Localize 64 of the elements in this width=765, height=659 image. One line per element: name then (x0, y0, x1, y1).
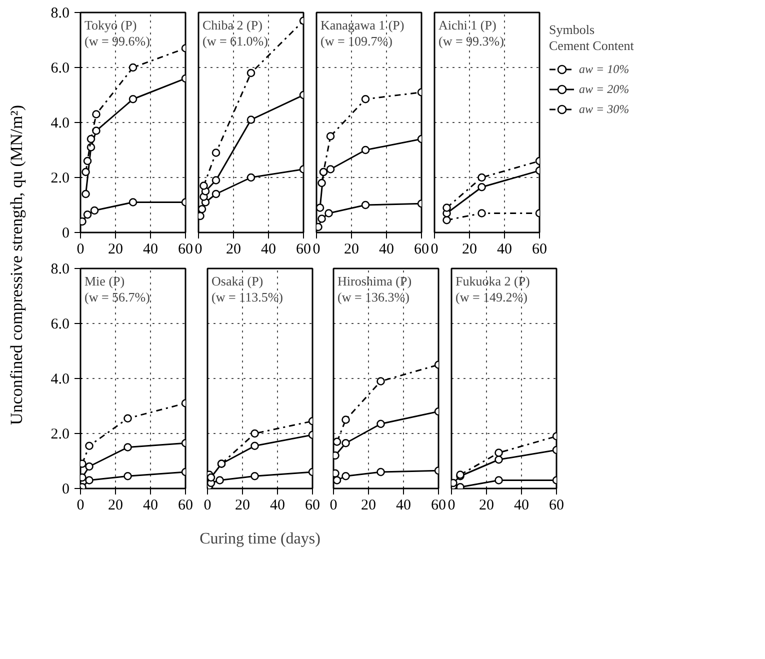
x-tick-label: 60 (431, 498, 446, 514)
x-tick-label: 60 (178, 242, 193, 258)
x-tick-label: 40 (270, 498, 285, 514)
chart-title: Hiroshima (P) (338, 274, 412, 288)
x-tick-label: 0 (448, 498, 456, 514)
x-tick-label: 20 (462, 242, 477, 258)
x-tick-label: 20 (108, 498, 123, 514)
x-tick-label: 0 (330, 498, 338, 514)
x-tick-label: 60 (414, 242, 429, 258)
x-tick-label: 60 (549, 498, 564, 514)
chart-title: Fukuoka 2 (P) (456, 274, 530, 288)
x-tick-label: 40 (379, 242, 394, 258)
x-tick-label: 60 (296, 242, 311, 258)
x-tick-label: 40 (497, 242, 512, 258)
chart-title: Mie (P) (84, 274, 125, 288)
text: (w = 99.6%) (84, 34, 150, 48)
x-tick-label: 40 (514, 498, 529, 514)
y-tick-label: 6.0 (50, 316, 70, 332)
x-tick-label: 60 (532, 242, 547, 258)
text: (w = 61.0%) (202, 34, 268, 48)
y-tick-label: 6.0 (50, 60, 70, 76)
text: (w = 99.3%) (438, 34, 504, 48)
x-tick-label: 0 (194, 242, 202, 258)
chart-title: Aichi 1 (P) (438, 18, 496, 32)
x-tick-label: 20 (226, 242, 241, 258)
x-tick-label: 0 (204, 498, 212, 514)
x-tick-label: 20 (344, 242, 359, 258)
x-tick-label: 20 (235, 498, 250, 514)
y-tick-label: 8.0 (50, 262, 70, 278)
x-axis-title: Curing time (days) (200, 530, 320, 548)
y-tick-label: 4.0 (50, 372, 70, 388)
x-tick-label: 60 (305, 498, 320, 514)
y-tick-label: 4.0 (50, 116, 70, 132)
x-tick-label: 20 (108, 242, 123, 258)
legend-title: Symbols Cement Content (549, 22, 634, 54)
y-tick-label: 2.0 (50, 426, 70, 442)
chart-title: Osaka (P) (212, 274, 264, 288)
text: (w = 113.5%) (212, 290, 283, 304)
text: (w = 109.7%) (320, 34, 392, 48)
y-tick-label: 8.0 (50, 6, 70, 22)
chart-title: Tokyo (P) (84, 18, 137, 32)
x-tick-label: 0 (312, 242, 320, 258)
y-tick-label: 2.0 (50, 170, 70, 186)
y-tick-label: 0 (62, 226, 70, 242)
x-tick-label: 40 (396, 498, 411, 514)
y-tick-label: 0 (62, 482, 70, 498)
y-axis-title: Unconfined compressive strength, qu (MN/m²) (6, 105, 27, 426)
legend-label: aw = 30% (579, 102, 630, 116)
text: (w = 136.3%) (338, 290, 410, 304)
legend-label: aw = 10% (579, 62, 630, 76)
x-tick-label: 40 (143, 242, 158, 258)
chart-title: Chiba 2 (P) (202, 18, 262, 32)
x-tick-label: 40 (261, 242, 276, 258)
text: (w = 149.2%) (456, 290, 528, 304)
x-tick-label: 0 (76, 498, 84, 514)
text: (w = 56.7%) (84, 290, 150, 304)
x-tick-label: 20 (479, 498, 494, 514)
x-tick-label: 40 (143, 498, 158, 514)
x-tick-label: 20 (361, 498, 376, 514)
chart-title: Kanagawa 1 (P) (320, 18, 404, 32)
x-tick-label: 0 (430, 242, 438, 258)
legend-label: aw = 20% (579, 82, 630, 96)
x-tick-label: 60 (178, 498, 193, 514)
x-tick-label: 0 (76, 242, 84, 258)
